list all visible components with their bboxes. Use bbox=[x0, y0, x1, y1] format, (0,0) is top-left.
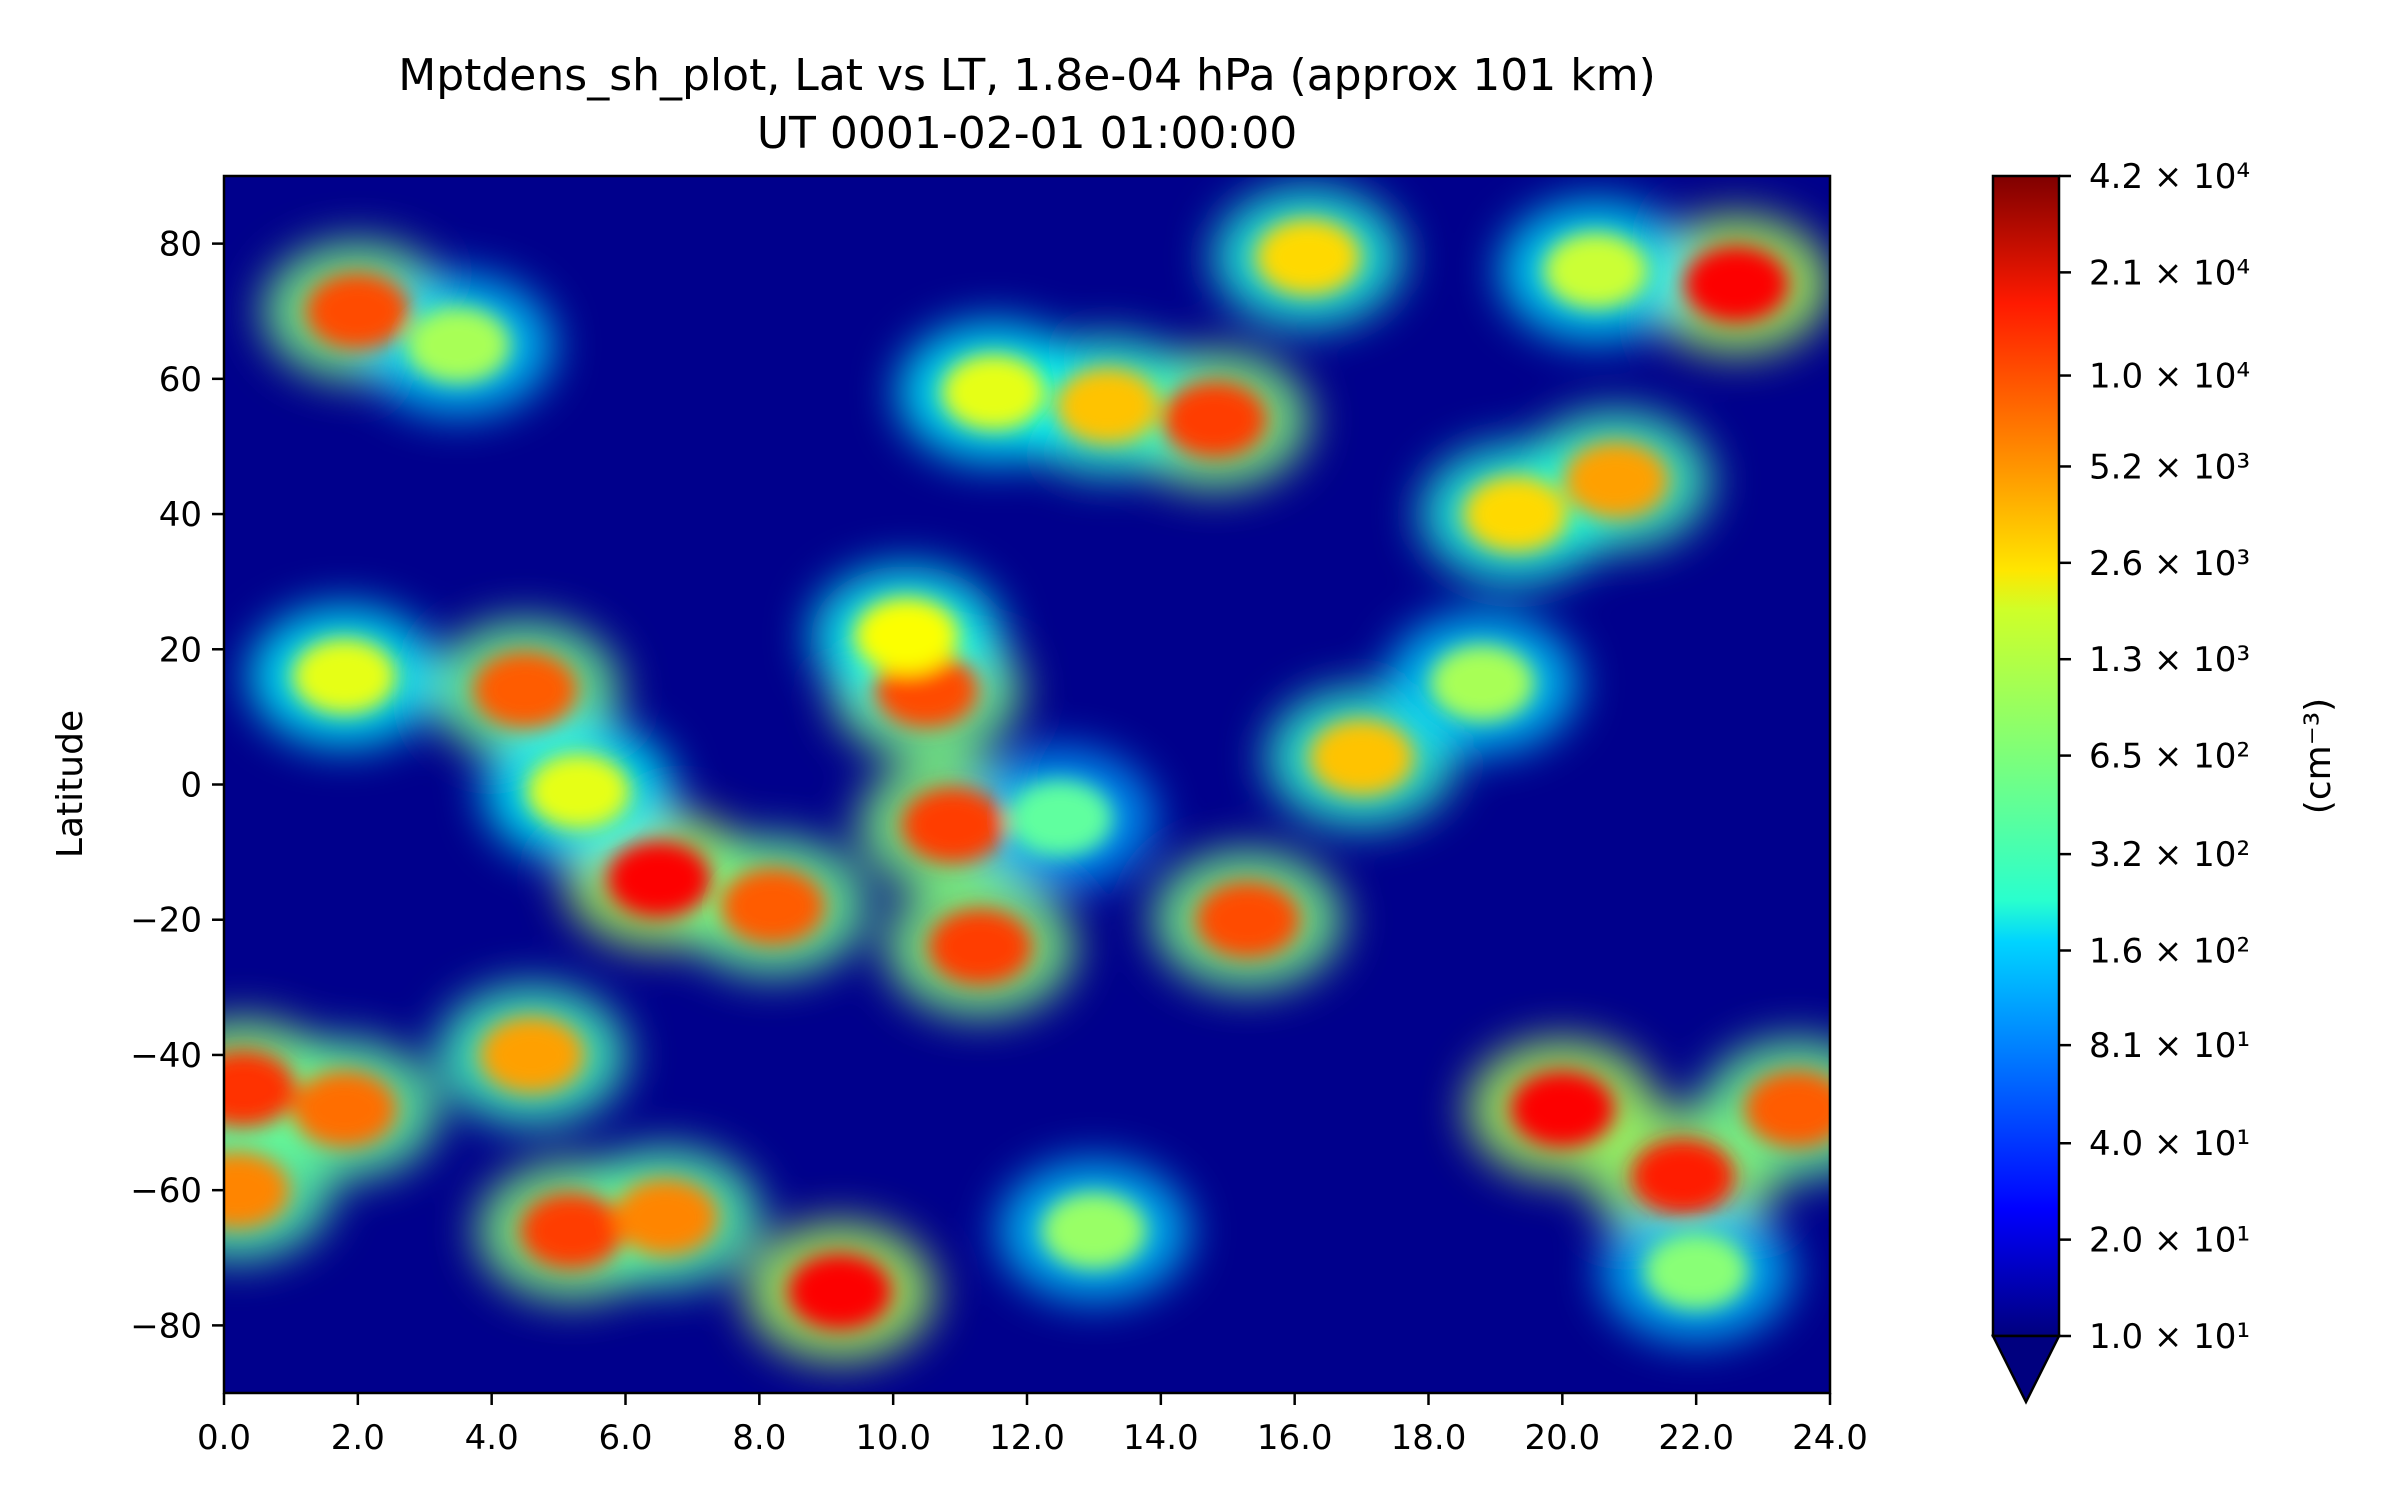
colorbar-tick-label: 3.2 × 10² bbox=[2089, 835, 2250, 875]
colorbar-ticks: 1.0 × 10¹ 2.0 × 10¹ 4.0 × 10¹ 8.1 × 10¹ 1.6 … bbox=[2059, 157, 2250, 1357]
field-core bbox=[1041, 1192, 1146, 1269]
x-tick-label: 12.0 bbox=[989, 1418, 1065, 1458]
chart-subtitle: UT 0001-02-01 01:00:00 bbox=[757, 108, 1297, 159]
x-axis: 0.0 2.0 4.0 6.0 8.0 10.0 12.0 14.0 16.0 18.0 20.0 2… bbox=[197, 1393, 1868, 1458]
field-core bbox=[224, 1050, 297, 1127]
colorbar-tick-label: 1.6 × 10² bbox=[2089, 931, 2250, 971]
field-core bbox=[606, 841, 711, 918]
colorbar-tick-label: 8.1 × 10¹ bbox=[2089, 1026, 2250, 1066]
field-core bbox=[1510, 1071, 1615, 1148]
field-core bbox=[473, 651, 578, 728]
field-core bbox=[901, 787, 1006, 864]
field-core bbox=[479, 1016, 584, 1093]
x-tick-label: 0.0 bbox=[197, 1418, 251, 1458]
field-core bbox=[854, 597, 959, 674]
y-axis: 80 60 40 20 0 −20 −40 −60 −80 bbox=[130, 225, 224, 1346]
field-core bbox=[1055, 367, 1160, 444]
field-core bbox=[1463, 476, 1568, 553]
y-tick-label: 80 bbox=[159, 225, 202, 265]
field-core bbox=[526, 753, 631, 830]
field-core bbox=[305, 273, 410, 350]
field-core bbox=[1195, 881, 1300, 958]
x-tick-label: 16.0 bbox=[1257, 1418, 1333, 1458]
y-tick-label: 40 bbox=[159, 495, 202, 535]
field-core bbox=[292, 638, 397, 715]
field-core bbox=[613, 1179, 718, 1256]
field-core bbox=[1563, 442, 1668, 519]
field-core bbox=[928, 908, 1033, 985]
field-core bbox=[941, 354, 1046, 431]
x-tick-label: 20.0 bbox=[1524, 1418, 1600, 1458]
x-tick-label: 10.0 bbox=[855, 1418, 931, 1458]
colorbar: 1.0 × 10¹ 2.0 × 10¹ 4.0 × 10¹ 8.1 × 10¹ 1.6 … bbox=[1990, 157, 2339, 1405]
field-core bbox=[787, 1253, 892, 1330]
field-core bbox=[1162, 381, 1267, 458]
y-axis-label: Latitude bbox=[50, 710, 91, 858]
colorbar-tick-label: 2.1 × 10⁴ bbox=[2089, 253, 2250, 293]
y-tick-label: 0 bbox=[180, 766, 202, 806]
colorbar-tick-label: 1.3 × 10³ bbox=[2089, 640, 2250, 680]
field-core bbox=[224, 1152, 290, 1229]
field-core bbox=[1430, 645, 1535, 722]
y-tick-label: −20 bbox=[130, 901, 202, 941]
x-tick-label: 24.0 bbox=[1792, 1418, 1868, 1458]
field-core bbox=[292, 1071, 397, 1148]
y-tick-label: −80 bbox=[130, 1306, 202, 1346]
colorbar-tick-label: 6.5 × 10² bbox=[2089, 737, 2250, 777]
colorbar-tick-label: 1.0 × 10⁴ bbox=[2089, 357, 2250, 397]
x-tick-label: 4.0 bbox=[465, 1418, 519, 1458]
heatmap-plot-area bbox=[224, 176, 1830, 1393]
y-tick-label: 20 bbox=[159, 630, 202, 670]
x-tick-label: 22.0 bbox=[1658, 1418, 1734, 1458]
colorbar-tick-label: 2.6 × 10³ bbox=[2089, 544, 2250, 584]
colorbar-tick-label: 4.2 × 10⁴ bbox=[2089, 157, 2250, 197]
x-tick-label: 6.0 bbox=[598, 1418, 652, 1458]
field-core bbox=[1684, 246, 1789, 323]
colorbar-tick-label: 1.0 × 10¹ bbox=[2089, 1317, 2250, 1357]
heatmap-field bbox=[224, 187, 1830, 1362]
colorbar-tick-label: 2.0 × 10¹ bbox=[2089, 1221, 2250, 1261]
field-core bbox=[1256, 219, 1361, 296]
field-core bbox=[1644, 1233, 1749, 1310]
field-core bbox=[1630, 1138, 1735, 1215]
field-core bbox=[1309, 719, 1414, 796]
x-tick-label: 8.0 bbox=[732, 1418, 786, 1458]
field-core bbox=[519, 1192, 624, 1269]
chart-title: Mptdens_sh_plot, Lat vs LT, 1.8e-04 hPa … bbox=[398, 50, 1656, 101]
x-tick-label: 2.0 bbox=[331, 1418, 385, 1458]
y-tick-label: 60 bbox=[159, 360, 202, 400]
y-tick-label: −40 bbox=[130, 1036, 202, 1076]
field-core bbox=[1744, 1071, 1830, 1148]
x-tick-label: 14.0 bbox=[1123, 1418, 1199, 1458]
colorbar-label: (cm⁻³) bbox=[2298, 698, 2339, 814]
colorbar-gradient bbox=[1991, 174, 2061, 1338]
x-tick-label: 18.0 bbox=[1391, 1418, 1467, 1458]
field-core bbox=[406, 307, 511, 384]
field-core bbox=[1008, 780, 1113, 857]
field-core bbox=[720, 868, 825, 945]
field-core bbox=[1543, 232, 1648, 309]
colorbar-tick-label: 4.0 × 10¹ bbox=[2089, 1124, 2250, 1164]
colorbar-tick-label: 5.2 × 10³ bbox=[2089, 447, 2250, 487]
colorbar-extend-min bbox=[1990, 1334, 2062, 1405]
y-tick-label: −60 bbox=[130, 1171, 202, 1211]
